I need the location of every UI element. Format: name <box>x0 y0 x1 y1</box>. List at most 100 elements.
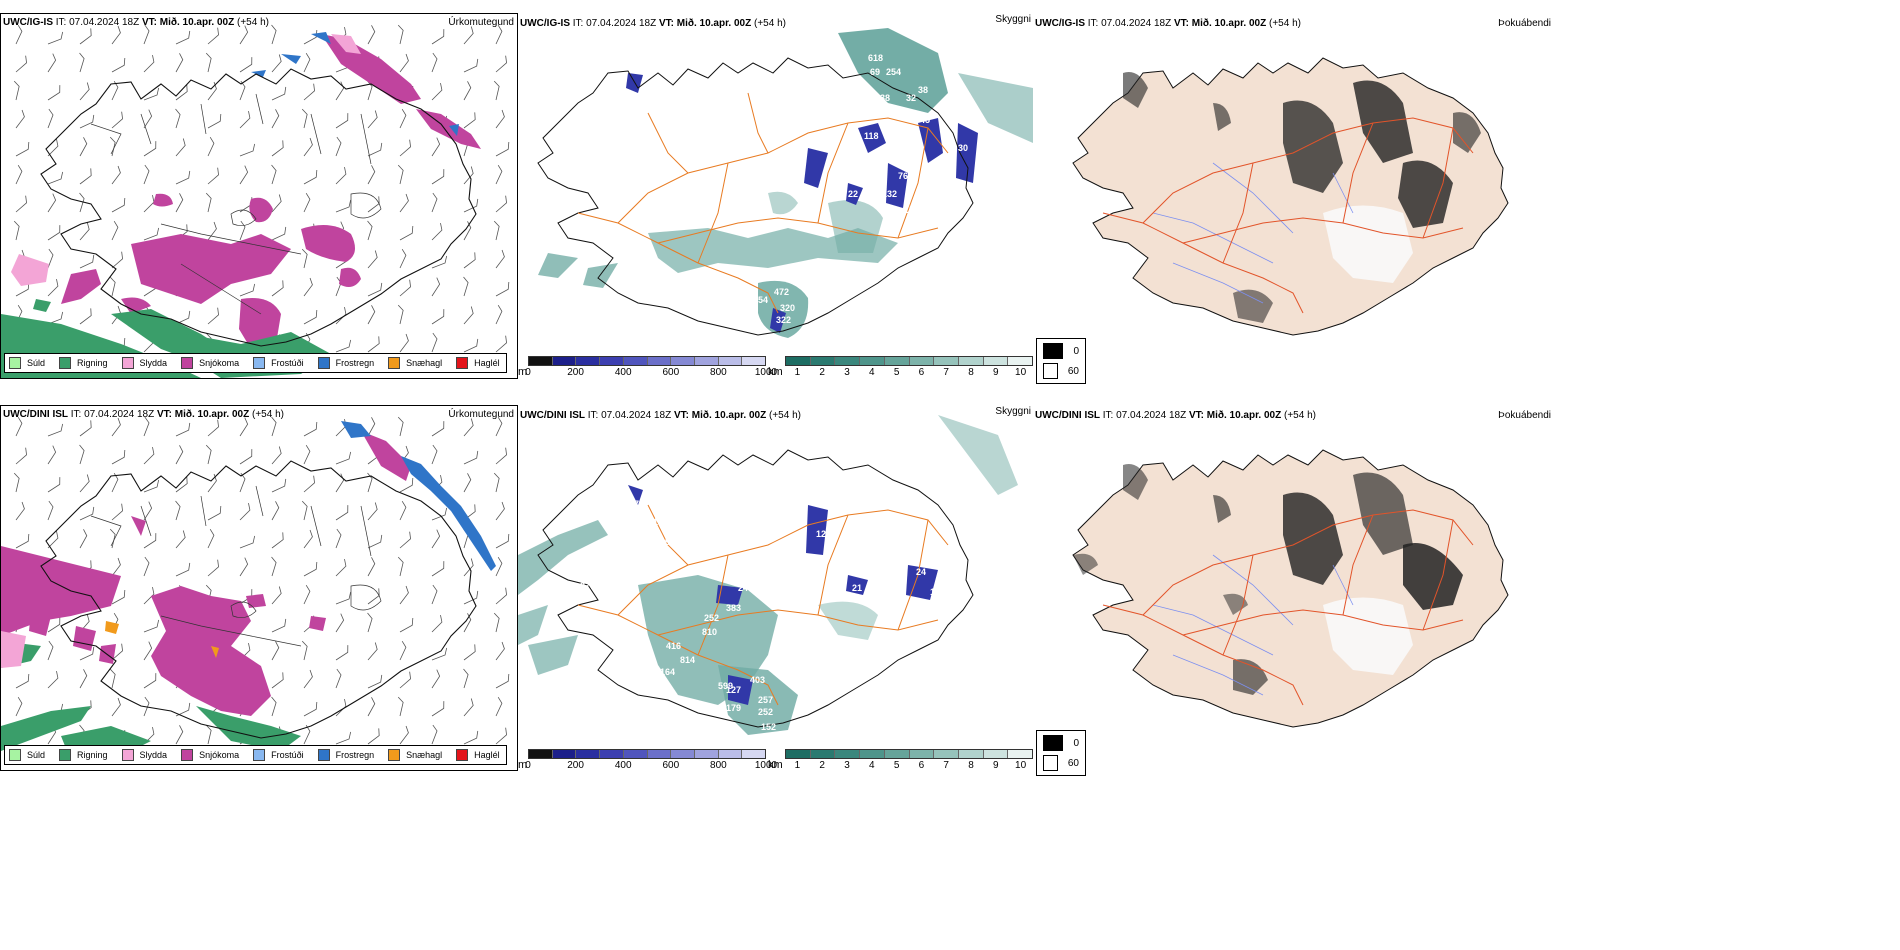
snow-areas <box>1 431 411 716</box>
visibility-value: 377 <box>580 581 595 591</box>
wind-barb <box>301 248 308 269</box>
visibility-value: 810 <box>702 627 717 637</box>
wind-barb <box>271 140 284 157</box>
vt-label: VT: <box>141 17 157 28</box>
wind-barb <box>143 109 153 129</box>
colorbar-cell <box>884 357 910 365</box>
colorbar-cell <box>718 750 743 758</box>
legend-label: Rigning <box>77 358 108 368</box>
legend-item: Haglél <box>456 357 500 369</box>
wind-barb <box>303 701 318 717</box>
freezing-rain-areas <box>251 32 459 136</box>
it-label: IT: <box>572 18 584 29</box>
visibility-value: 244 <box>738 583 753 593</box>
wind-barb <box>109 528 116 549</box>
wind-barb <box>79 308 92 325</box>
wind-barb <box>335 528 342 549</box>
wind-barb <box>301 640 308 661</box>
colorbar-tick: 400 <box>614 367 632 378</box>
colorbar-cell <box>529 357 553 365</box>
wind-barb <box>13 472 20 493</box>
legend-swatch <box>9 749 21 761</box>
wind-barb <box>335 81 345 101</box>
visibility-value: 38 <box>922 213 932 223</box>
fog-low: 0 <box>1073 737 1079 749</box>
visibility-panel-bottom: 72 52 419 391 291 377 244 383 252 810 416 814 164 599… <box>518 405 1033 771</box>
wind-barb <box>463 613 472 633</box>
precip-legend: Súld Rigning Slydda Snjókoma Frostúði Frostre… <box>4 745 507 765</box>
wind-barb <box>143 141 157 157</box>
wind-barb <box>367 282 383 297</box>
wind-barb <box>397 416 404 437</box>
wind-barb <box>175 530 186 549</box>
colorbar-tick: 2 <box>819 760 825 771</box>
wind-barb <box>303 475 315 493</box>
visibility-value: 12 <box>742 349 752 359</box>
low-visibility-cells <box>628 485 938 705</box>
fog-map-bottom <box>1072 449 1509 728</box>
legend-label: Súld <box>27 750 46 760</box>
legend-label: Rigning <box>77 750 108 760</box>
wind-barb <box>47 500 54 521</box>
wind-barb <box>47 423 64 437</box>
precip-type-panel-bottom: UWC/DINI ISL IT: 07.04.2024 18Z VT: Mið.… <box>0 405 518 771</box>
colorbar-tick: 8 <box>968 760 974 771</box>
legend-item: Snæhagl <box>388 749 442 761</box>
visibility-value: 320 <box>780 303 795 313</box>
legend-swatch <box>456 749 469 761</box>
wind-barb <box>239 502 251 521</box>
wind-barb <box>239 110 251 129</box>
legend-swatch <box>456 357 469 369</box>
colorbar-cell <box>934 357 959 365</box>
visibility-value: 38 <box>918 85 928 95</box>
wind-barb <box>431 614 443 633</box>
colorbar-tick: 7 <box>943 760 949 771</box>
wind-barb <box>175 702 191 717</box>
wind-barb <box>367 674 383 689</box>
wind-barb <box>463 418 474 437</box>
legend-label: Snæhagl <box>406 750 443 760</box>
lead-time: (+54 h) <box>1284 410 1316 421</box>
wind-barb <box>303 192 311 213</box>
legend-label: Slydda <box>139 750 168 760</box>
wind-barb <box>303 669 313 689</box>
model-name: UWC/IG-IS <box>3 17 53 28</box>
visibility-value: 41 <box>986 125 996 135</box>
visibility-value: 416 <box>666 641 681 651</box>
model-name: UWC/DINI ISL <box>3 409 68 420</box>
colorbar-cell <box>909 750 935 758</box>
wind-barb <box>463 221 472 241</box>
wind-barb <box>205 192 212 213</box>
wind-barb <box>111 251 123 269</box>
colorbar-cell <box>810 750 836 758</box>
legend-swatch <box>181 749 194 761</box>
colorbar-tick: 8 <box>968 367 974 378</box>
wind-barb <box>79 222 90 241</box>
colorbar-cell <box>835 750 861 758</box>
visibility-value: 391 <box>660 537 675 547</box>
wind-barb <box>431 584 438 605</box>
wind-barb <box>399 500 407 521</box>
colorbar-tick: 9 <box>993 367 999 378</box>
wind-barb <box>431 647 448 661</box>
visibility-value: 419 <box>648 517 663 527</box>
wind-barb <box>143 87 160 101</box>
visibility-value: 30 <box>958 143 968 153</box>
visibility-value: 383 <box>726 603 741 613</box>
colorbar-tick: 800 <box>710 367 727 378</box>
colorbar-cell <box>884 750 910 758</box>
legend-swatch <box>59 749 72 761</box>
legend-item: Snæhagl <box>388 357 442 369</box>
legend-label: Frostregn <box>335 750 375 760</box>
wind-barb <box>111 417 121 437</box>
legend-swatch <box>121 357 134 369</box>
wind-barb <box>207 528 215 549</box>
wind-barb <box>271 501 280 521</box>
wind-barb <box>463 558 474 577</box>
wind-barb <box>111 220 119 241</box>
wind-barb <box>463 198 479 213</box>
wind-barb <box>431 507 448 521</box>
wind-barb <box>463 112 476 129</box>
wind-barb <box>397 164 404 185</box>
